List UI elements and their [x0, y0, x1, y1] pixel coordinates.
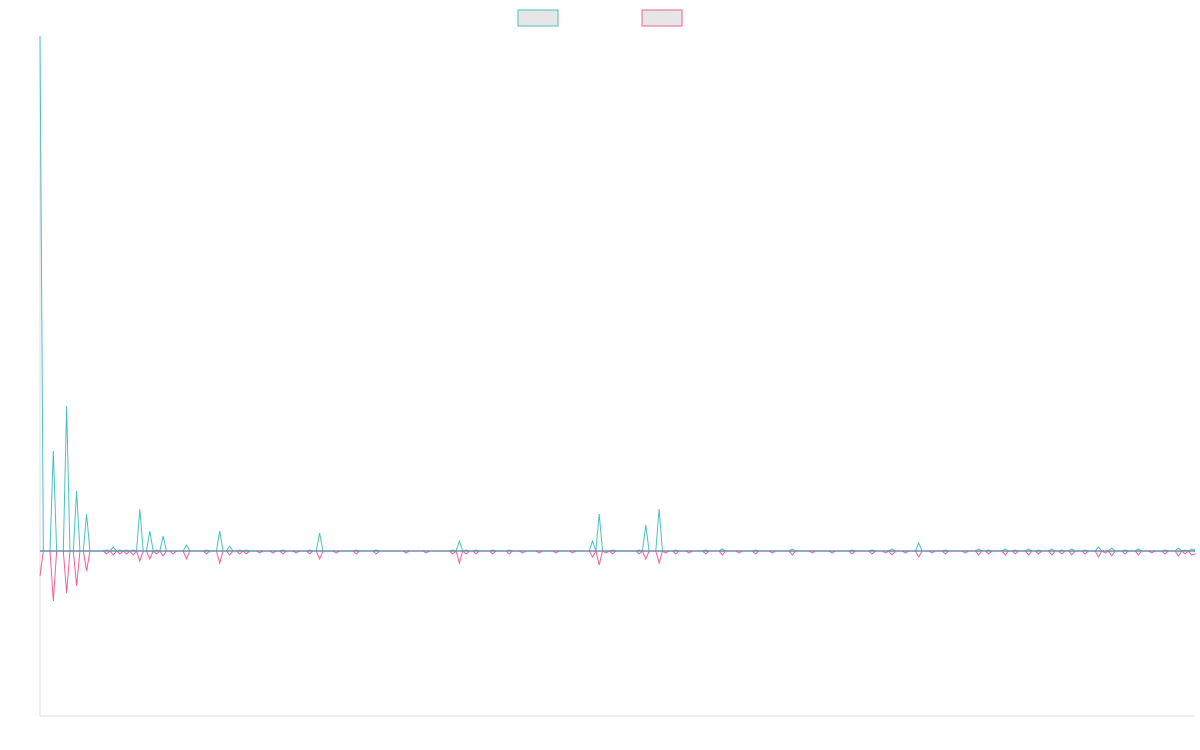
- series-line-2: [39, 549, 1196, 602]
- legend[interactable]: [517, 9, 683, 27]
- series-line-1: [39, 35, 1196, 552]
- legend-swatch-1[interactable]: [517, 9, 559, 27]
- legend-swatch-2[interactable]: [641, 9, 683, 27]
- series-group: [39, 35, 1196, 602]
